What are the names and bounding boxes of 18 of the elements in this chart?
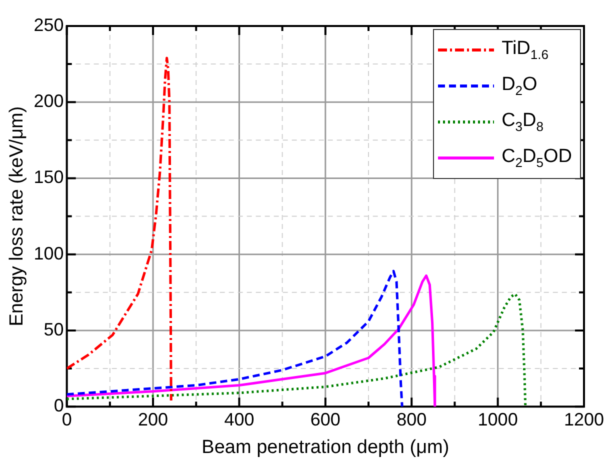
legend-label: D$_{2}$O	[502, 74, 538, 98]
x-tick-label: 1000	[478, 409, 518, 430]
x-tick-label: 1200	[564, 409, 604, 430]
legend-label: C$_{2}$D$_{5}$OD	[502, 146, 572, 170]
y-tick-label: 100	[34, 243, 64, 264]
y-tick-label: 0	[54, 396, 64, 416]
legend-label: C$_{3}$D$_{8}$	[502, 110, 544, 134]
y-axis-title: Energy loss rate (keV/μm)	[6, 106, 28, 326]
y-tick-label: 200	[34, 91, 64, 112]
x-tick-label: 800	[396, 409, 427, 430]
x-tick-label: 600	[310, 409, 340, 430]
x-tick-label: 200	[138, 409, 168, 430]
x-tick-label: 400	[224, 409, 254, 430]
y-tick-label: 150	[34, 167, 64, 188]
y-tick-label: 250	[34, 14, 64, 35]
x-axis-title: Beam penetration depth (μm)	[202, 436, 450, 458]
legend-label: TiD$_{1.6}$	[502, 38, 548, 62]
y-tick-label: 50	[44, 319, 64, 340]
